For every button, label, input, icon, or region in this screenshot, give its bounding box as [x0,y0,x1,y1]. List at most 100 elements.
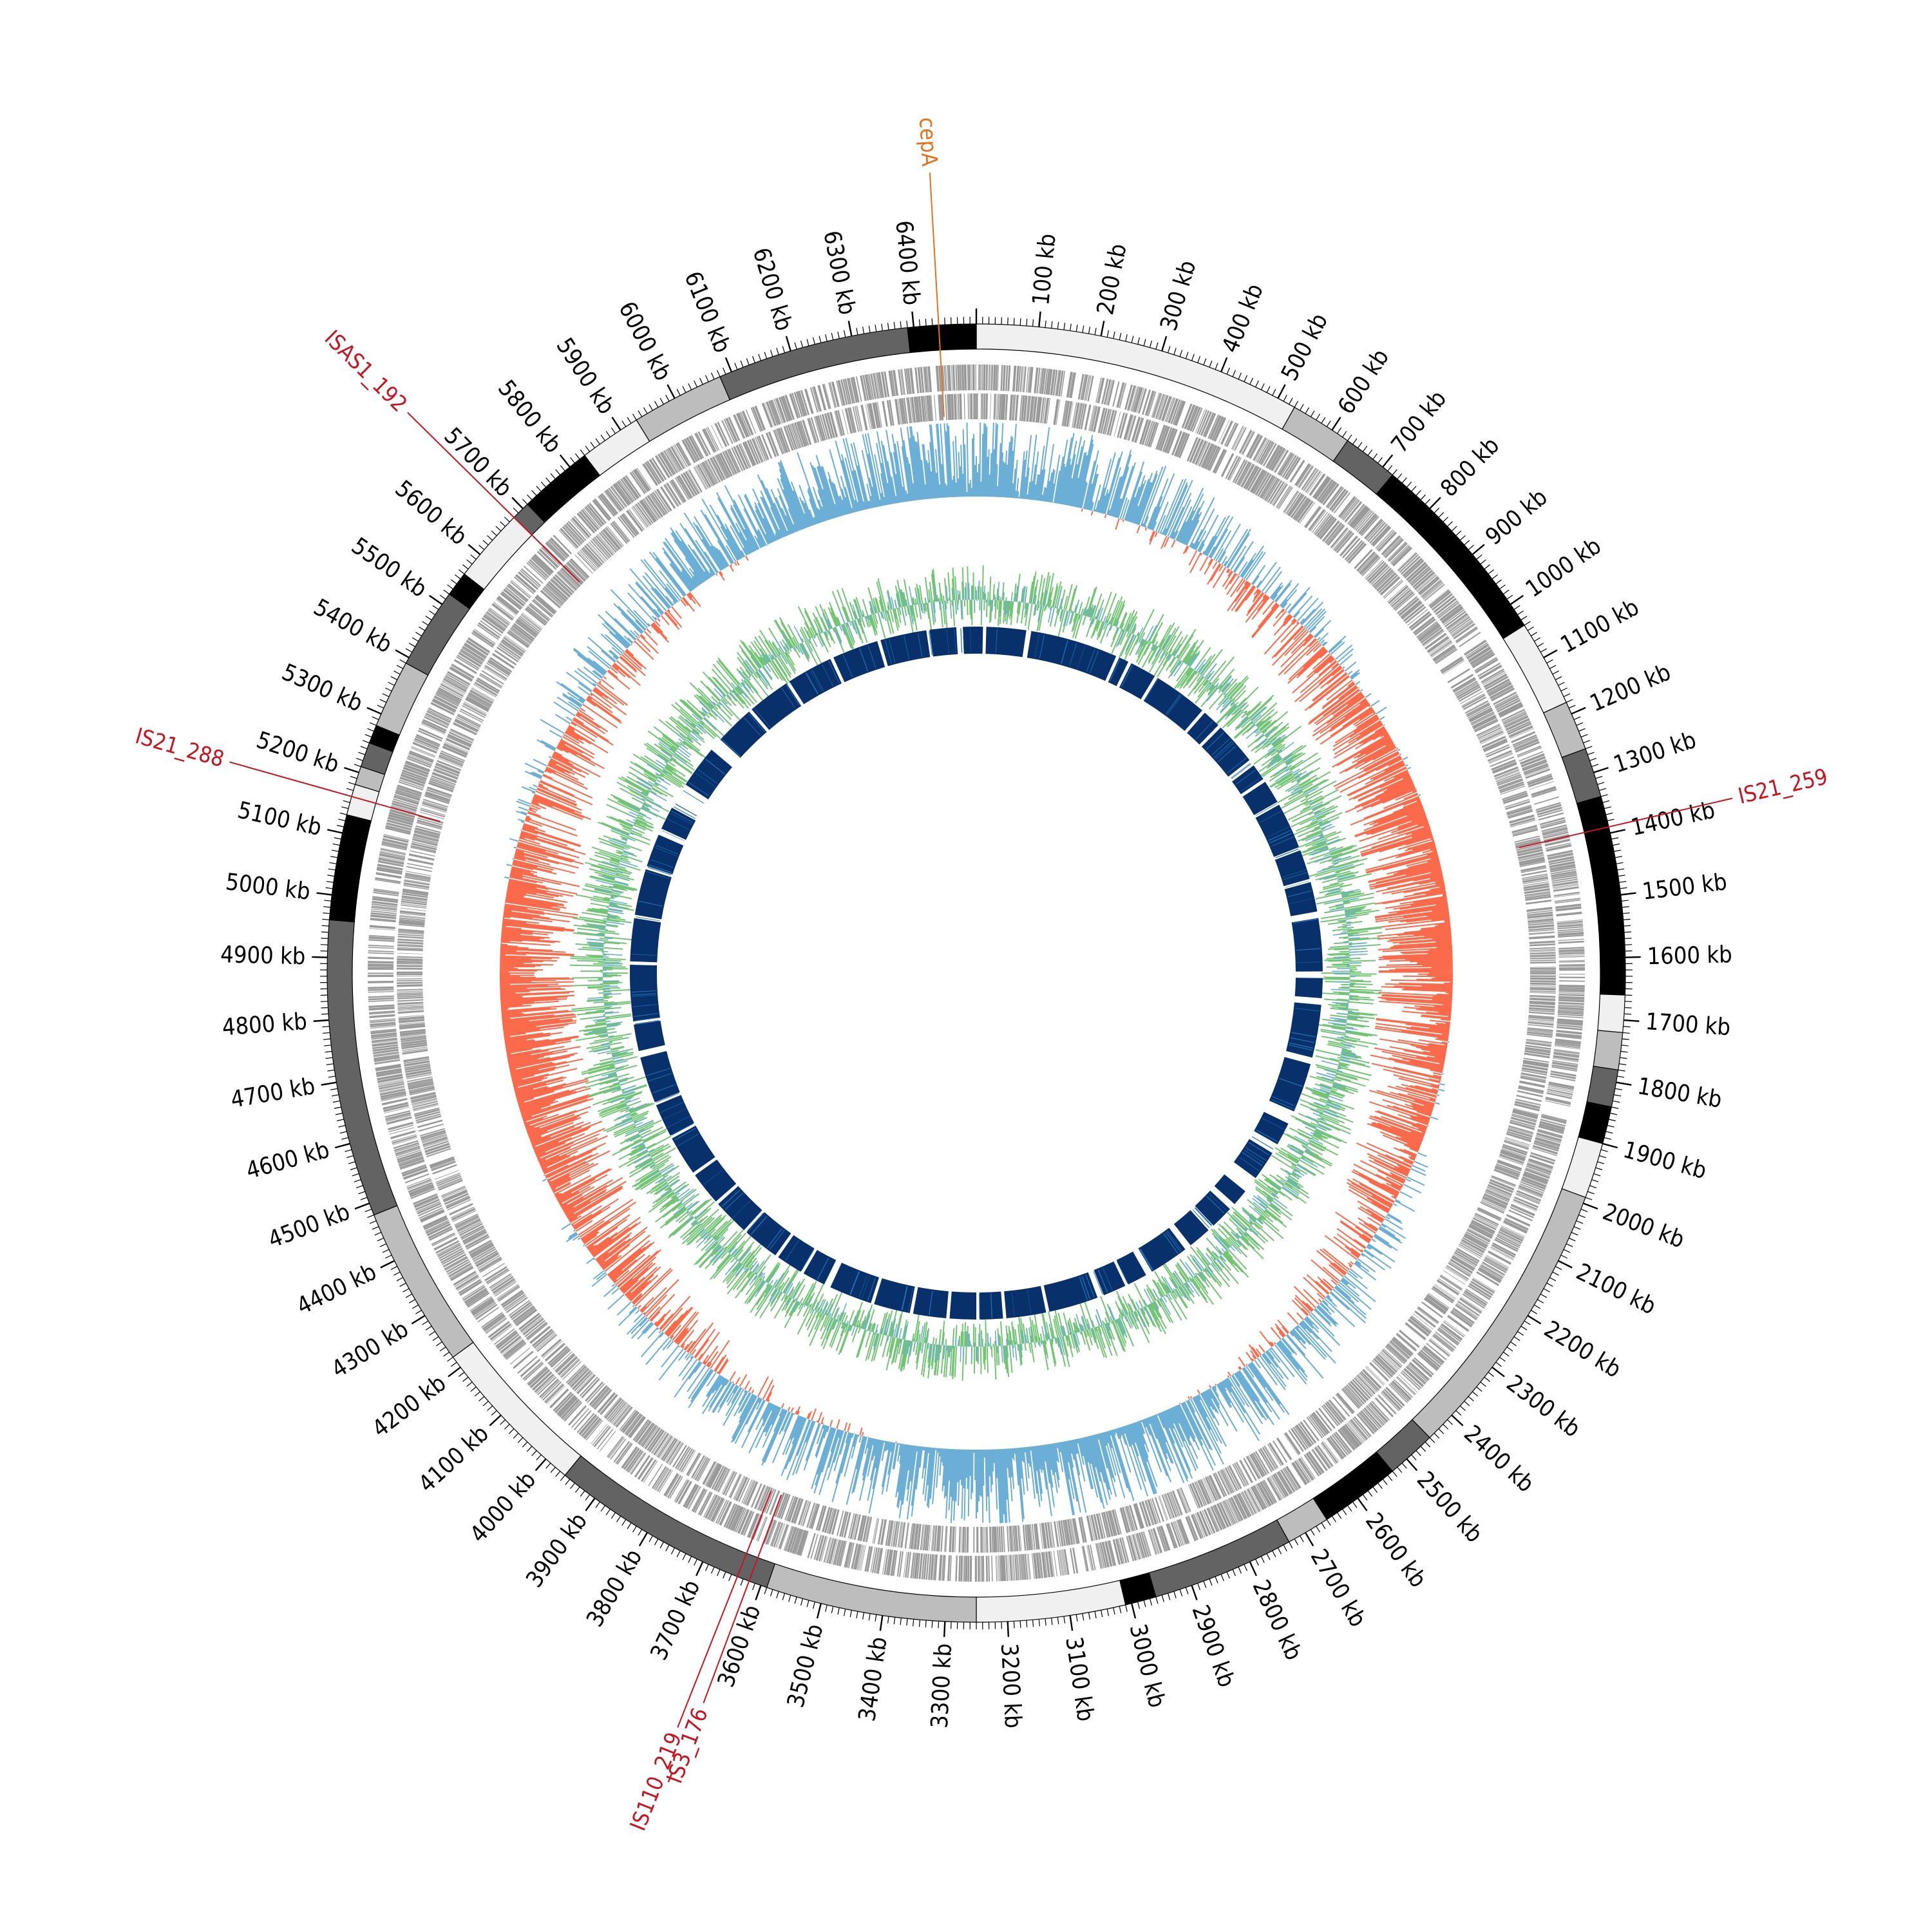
minor-tick [422,1320,429,1325]
minor-tick [1310,410,1315,417]
major-tick [1100,320,1105,337]
minor-tick [1283,395,1287,402]
contig-block [1578,1101,1613,1144]
tick-label: 5500 kb [346,533,431,603]
minor-tick [500,1419,506,1425]
minor-tick [1527,626,1534,631]
minor-tick [396,665,404,669]
tick-label: 4400 kb [292,1258,381,1320]
minor-tick [1599,1155,1607,1159]
tick-label: 3700 kb [646,1576,706,1664]
minor-tick [600,434,605,441]
homology-block [656,1095,694,1136]
minor-tick [332,843,340,846]
minor-tick [931,318,933,326]
major-tick [1558,1260,1573,1269]
minor-tick [1537,1299,1544,1303]
minor-tick [466,1381,473,1387]
homology-block [963,627,976,654]
minor-tick [1101,1610,1103,1618]
homology-block [1269,1057,1311,1112]
minor-tick [1531,632,1538,636]
minor-tick [325,887,333,889]
minor-tick [1620,887,1627,889]
major-tick [1472,544,1485,555]
homology-block [1119,663,1155,699]
minor-tick [1266,386,1271,393]
minor-tick [887,323,889,330]
tick-label: 800 kb [1435,432,1504,502]
minor-tick [1534,637,1541,642]
minor-tick [1476,1387,1482,1392]
minor-tick [1397,1466,1403,1473]
minor-tick [1451,526,1457,531]
minor-tick [412,637,419,642]
minor-tick [1488,1372,1495,1377]
minor-tick [1321,417,1326,424]
minor-tick [1119,332,1122,340]
tick-label: 200 kb [1092,242,1132,317]
major-tick [448,1367,461,1378]
minor-tick [654,401,659,408]
minor-tick [439,1347,446,1352]
minor-tick [843,330,846,337]
minor-tick [377,705,384,709]
minor-tick [875,1614,877,1622]
minor-tick [1517,1331,1524,1336]
gc-skew-track [499,422,1454,1524]
major-tick [1069,1615,1074,1631]
minor-tick [405,648,413,653]
minor-tick [813,1602,815,1609]
minor-tick [565,1479,571,1485]
minor-tick [1401,477,1407,484]
major-tick [380,1260,395,1269]
minor-tick [825,1604,828,1612]
minor-tick [1019,318,1021,326]
minor-tick [1476,554,1482,560]
minor-tick [1416,1450,1421,1456]
minor-tick [1161,1595,1164,1602]
minor-tick [1488,569,1495,574]
major-tick [1007,1621,1010,1637]
minor-tick [1082,325,1084,333]
minor-tick [399,659,406,664]
minor-tick [611,1512,616,1519]
major-tick [313,1019,329,1022]
minor-tick [1605,812,1613,815]
minor-tick [856,328,858,336]
minor-tick [1244,375,1248,383]
minor-tick [545,477,551,484]
minor-tick [649,1535,653,1542]
minor-tick [1568,1237,1576,1242]
minor-tick [458,569,465,574]
minor-tick [367,1215,374,1218]
minor-tick [1185,352,1189,359]
minor-tick [321,925,329,927]
minor-tick [334,1106,341,1109]
tick-label: 2700 kb [1305,1545,1371,1632]
minor-tick [1260,1556,1265,1563]
minor-tick [643,407,648,414]
major-tick [943,1621,946,1637]
minor-tick [1406,481,1412,488]
minor-tick [1321,1522,1326,1530]
minor-tick [1611,1106,1619,1109]
minor-tick [1534,1304,1541,1309]
minor-tick [1143,1600,1146,1607]
minor-tick [1495,1361,1502,1367]
tick-label: 5000 kb [224,869,312,905]
minor-tick [425,616,432,621]
minor-tick [334,837,341,840]
minor-tick [1576,1220,1584,1224]
minor-tick [1425,498,1431,505]
tick-label: 6400 kb [890,219,925,306]
homology-block [1232,765,1264,795]
minor-tick [1372,1486,1378,1493]
minor-tick [837,1607,840,1615]
minor-tick [429,1331,435,1336]
minor-tick [1455,1410,1462,1416]
minor-tick [487,1405,493,1411]
minor-tick [1063,1616,1066,1624]
minor-tick [330,856,338,858]
minor-tick [1155,1596,1159,1604]
